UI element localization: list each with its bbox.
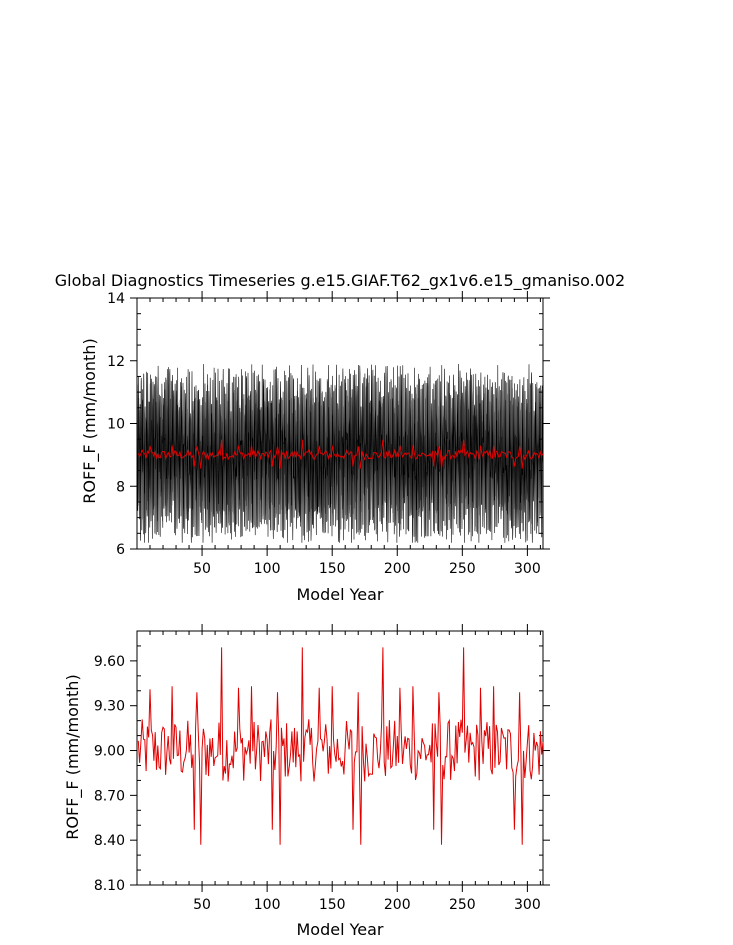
x-tick-label: 150 [319, 897, 346, 913]
top-chart-ylabel: ROFF_F (mm/month) [80, 338, 100, 503]
annual-series-line [137, 647, 544, 845]
x-tick-label: 200 [384, 897, 411, 913]
top-chart-xlabel: Model Year [297, 585, 384, 604]
x-tick-label: 250 [449, 561, 476, 577]
y-tick-label: 9.00 [94, 744, 125, 760]
x-tick-label: 50 [193, 561, 211, 577]
y-tick-label: 14 [107, 291, 125, 307]
annual-mean-series-line [137, 439, 544, 469]
y-tick-label: 8.40 [94, 833, 125, 849]
x-tick-label: 300 [514, 561, 541, 577]
y-tick-label: 10 [107, 417, 125, 433]
x-tick-label: 250 [449, 897, 476, 913]
figure-title: Global Diagnostics Timeseries g.e15.GIAF… [55, 271, 625, 291]
y-tick-label: 6 [116, 542, 125, 558]
y-tick-label: 9.30 [94, 699, 125, 715]
bottom-chart-ylabel: ROFF_F (mm/month) [63, 674, 83, 839]
x-tick-label: 150 [319, 561, 346, 577]
plot-frame [136, 630, 544, 886]
x-tick-label: 100 [254, 897, 281, 913]
y-tick-label: 12 [107, 354, 125, 370]
x-tick-label: 200 [384, 561, 411, 577]
bottom-chart: ROFF_F (mm/month) Model Year 50 100 150 200… [63, 624, 550, 939]
top-chart: ROFF_F (mm/month) Model Year 50 100 150 200… [80, 291, 550, 604]
x-tick-label: 300 [514, 897, 541, 913]
bottom-chart-xlabel: Model Year [297, 920, 384, 939]
monthly-series-line [136, 363, 544, 543]
x-tick-label: 100 [254, 561, 281, 577]
x-tick-label: 50 [193, 897, 211, 913]
y-tick-label: 8.10 [94, 878, 125, 894]
y-tick-label: 9.60 [94, 654, 125, 670]
y-tick-label: 8.70 [94, 788, 125, 804]
y-tick-label: 8 [116, 479, 125, 495]
